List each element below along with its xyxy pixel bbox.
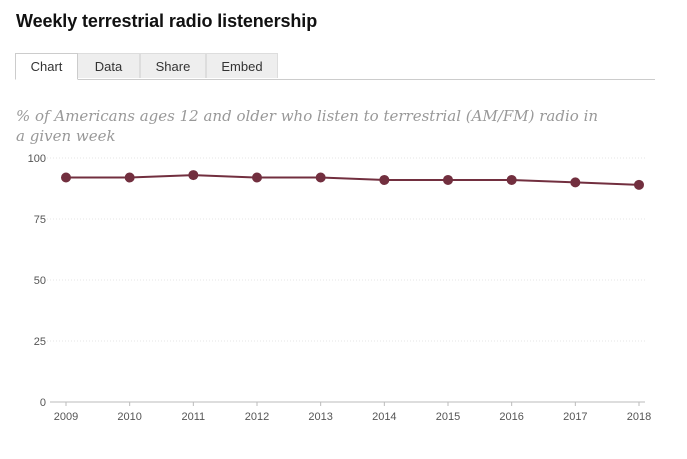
- y-tick-label-0: 0: [40, 397, 46, 409]
- y-tick-label-25: 25: [34, 336, 46, 348]
- data-point-2012: [252, 172, 262, 183]
- y-tick-label-50: 50: [34, 275, 46, 287]
- tab-chart[interactable]: Chart: [15, 53, 78, 80]
- y-tick-label-75: 75: [34, 214, 46, 226]
- data-point-2009: [61, 172, 71, 183]
- y-tick-label-100: 100: [28, 153, 46, 165]
- x-tick-label-2014: 2014: [372, 411, 396, 423]
- data-point-2011: [188, 170, 199, 181]
- x-tick-label-2017: 2017: [563, 411, 587, 423]
- page-title: Weekly terrestrial radio listenership: [16, 11, 318, 31]
- data-point-2014: [379, 174, 390, 185]
- x-tick-label-2015: 2015: [436, 411, 460, 423]
- data-point-2013: [315, 172, 326, 183]
- x-tick-label-2009: 2009: [54, 411, 78, 423]
- data-point-2017: [570, 177, 581, 188]
- x-tick-label-2011: 2011: [182, 411, 206, 423]
- x-tick-label-2018: 2018: [627, 411, 651, 423]
- tab-bar: Chart Data Share Embed: [15, 53, 655, 80]
- x-tick-label-2013: 2013: [308, 411, 332, 423]
- data-point-2018: [634, 179, 644, 190]
- data-point-2015: [443, 174, 453, 185]
- x-tick-label-2012: 2012: [245, 411, 269, 423]
- tab-embed[interactable]: Embed: [206, 53, 278, 78]
- x-tick-label-2010: 2010: [117, 411, 141, 423]
- tab-share[interactable]: Share: [140, 53, 206, 78]
- chart-subtitle: % of Americans ages 12 and older who lis…: [16, 107, 599, 145]
- data-point-2010: [124, 172, 135, 183]
- data-point-2016: [506, 174, 517, 185]
- x-tick-label-2016: 2016: [499, 411, 523, 423]
- series-line-0: [66, 174, 640, 186]
- tab-data[interactable]: Data: [77, 53, 140, 78]
